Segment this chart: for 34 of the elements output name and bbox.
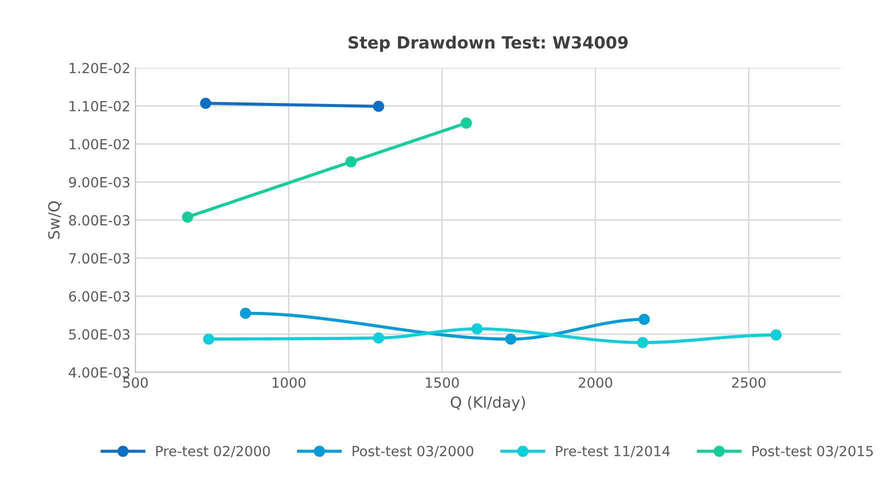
- x-tick-label: 2500: [732, 377, 766, 388]
- y-tick-label: 9.00E-03: [69, 176, 130, 188]
- point: [240, 308, 252, 319]
- point: [505, 334, 516, 345]
- y-tick-label: 8.00E-03: [69, 215, 130, 226]
- y-tick-label: 1.20E-02: [70, 62, 130, 74]
- point: [471, 323, 483, 334]
- legend-label: Pre-test 11/2014: [556, 446, 670, 458]
- legend-label: Pre-test 02/2000: [156, 446, 270, 458]
- x-tick-label: 1000: [272, 377, 306, 388]
- point: [182, 211, 194, 223]
- x-tick-label: 2000: [578, 377, 612, 388]
- point: [345, 156, 357, 168]
- point: [460, 118, 472, 129]
- point: [373, 332, 384, 344]
- x-axis-title: Q (Kl/day): [450, 396, 525, 411]
- x-tick-label: 500: [123, 377, 148, 388]
- point: [638, 314, 650, 325]
- point: [373, 100, 384, 112]
- y-tick-label: 1.00E-02: [70, 138, 130, 150]
- chart-title: Step Drawdown Test: W34009: [348, 36, 628, 52]
- y-tick-label: 7.00E-03: [69, 253, 130, 264]
- point: [637, 336, 648, 348]
- legend-label: Post-test 03/2000: [352, 446, 474, 458]
- legend-label: Post-test 03/2015: [752, 446, 873, 458]
- y-axis-title: Sw/Q: [48, 201, 62, 239]
- point: [200, 98, 212, 109]
- y-tick-label: 1.10E-02: [70, 100, 130, 112]
- x-tick-label: 1500: [426, 377, 459, 388]
- y-tick-label: 6.00E-03: [69, 291, 130, 302]
- point: [203, 334, 214, 345]
- point: [770, 329, 782, 340]
- y-tick-label: 5.00E-03: [69, 329, 130, 340]
- y-tick-label: 4.00E-03: [68, 367, 130, 378]
